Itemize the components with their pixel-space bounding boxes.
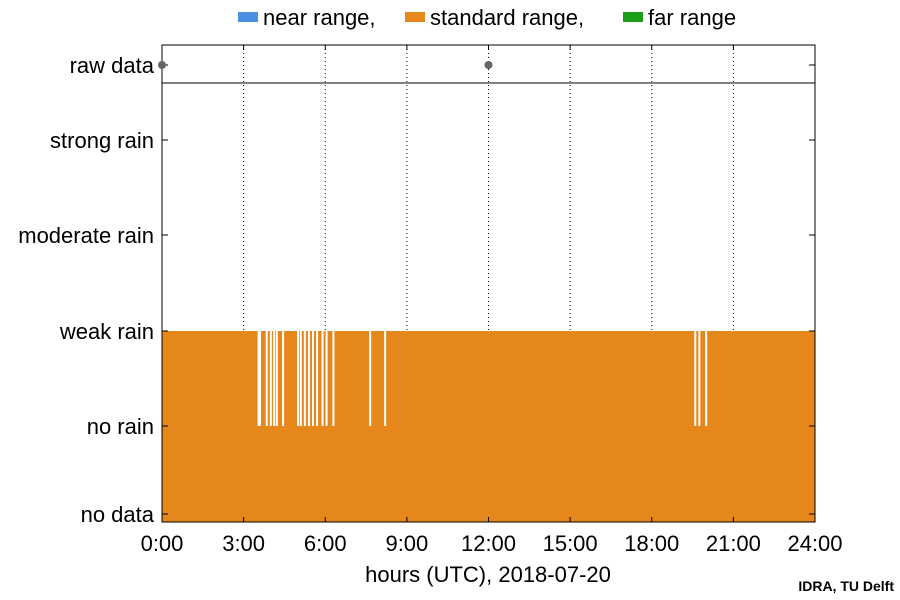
legend-swatch xyxy=(238,12,258,22)
x-axis: 0:00 3:00 6:00 9:00 12:00 15:00 18:00 21:00 24:0… xyxy=(141,45,843,556)
x-tick-label: 18:00 xyxy=(624,531,679,556)
x-tick-label: 21:00 xyxy=(706,531,761,556)
x-tick-label: 24:00 xyxy=(787,531,842,556)
x-tick-label: 15:00 xyxy=(543,531,598,556)
series-gap xyxy=(321,331,324,426)
series-gap xyxy=(297,331,300,426)
rain-fill xyxy=(162,331,815,522)
legend-swatch xyxy=(405,12,425,22)
credit-label: IDRA, TU Delft xyxy=(798,578,894,594)
series-gap xyxy=(694,331,697,426)
series-gap xyxy=(265,331,268,426)
legend-entry: near range, xyxy=(263,5,376,30)
y-tick-label: no data xyxy=(81,502,155,527)
series-gap xyxy=(282,331,285,426)
x-tick-label: 12:00 xyxy=(461,531,516,556)
y-tick-label: raw data xyxy=(70,53,155,78)
raw-data-point xyxy=(158,61,166,69)
series-gap xyxy=(303,331,306,426)
series-gap xyxy=(275,331,278,426)
legend: near range, standard range, far range xyxy=(238,5,736,30)
y-tick-label: moderate rain xyxy=(18,223,154,248)
legend-entry: standard range, xyxy=(430,5,584,30)
series-gap xyxy=(705,331,708,426)
series-gap xyxy=(369,331,372,426)
series-gap xyxy=(273,331,276,426)
series-gap xyxy=(269,331,272,426)
x-tick-label: 3:00 xyxy=(222,531,265,556)
series-gap xyxy=(257,331,260,426)
series-gap xyxy=(299,331,302,426)
series-gap xyxy=(332,331,335,426)
series-gap xyxy=(384,331,387,426)
x-tick-label: 6:00 xyxy=(304,531,347,556)
y-tick-label: strong rain xyxy=(50,128,154,153)
grid xyxy=(243,45,734,331)
series-gap xyxy=(698,331,701,426)
series-gap xyxy=(258,331,261,426)
legend-swatch xyxy=(623,12,643,22)
raw-data-point xyxy=(484,61,493,69)
series-gap xyxy=(307,331,310,426)
legend-entry: far range xyxy=(648,5,736,30)
y-tick-label: weak rain xyxy=(59,319,154,344)
x-tick-label: 9:00 xyxy=(385,531,428,556)
x-tick-label: 0:00 xyxy=(141,531,184,556)
series-gap xyxy=(316,331,319,426)
series-gap xyxy=(325,331,328,426)
raw-data-row: raw data xyxy=(70,53,815,78)
y-axis: no data no rain weak rain moderate rain stro… xyxy=(18,128,815,527)
series-gap xyxy=(312,331,315,426)
y-tick-label: no rain xyxy=(87,414,154,439)
x-axis-title: hours (UTC), 2018-07-20 xyxy=(365,562,611,587)
